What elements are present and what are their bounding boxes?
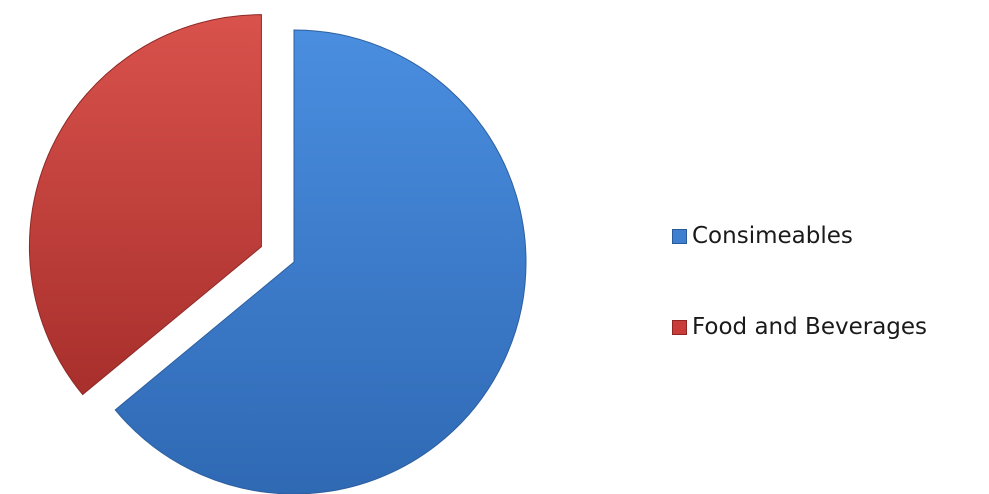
legend-label-food-and-beverages: Food and Beverages	[692, 314, 928, 340]
legend-swatch-consimeables	[672, 228, 687, 244]
chart-legend: Consimeables Food and Beverages	[672, 218, 982, 400]
legend-swatch-food-and-beverages	[672, 319, 687, 335]
legend-item-food-and-beverages: Food and Beverages	[672, 309, 982, 345]
pie-slice-consimeables	[114, 29, 527, 494]
legend-label-consimeables: Consimeables	[692, 223, 853, 249]
legend-item-consimeables: Consimeables	[672, 218, 982, 254]
pie-slice-food-and-beverages	[28, 14, 262, 396]
